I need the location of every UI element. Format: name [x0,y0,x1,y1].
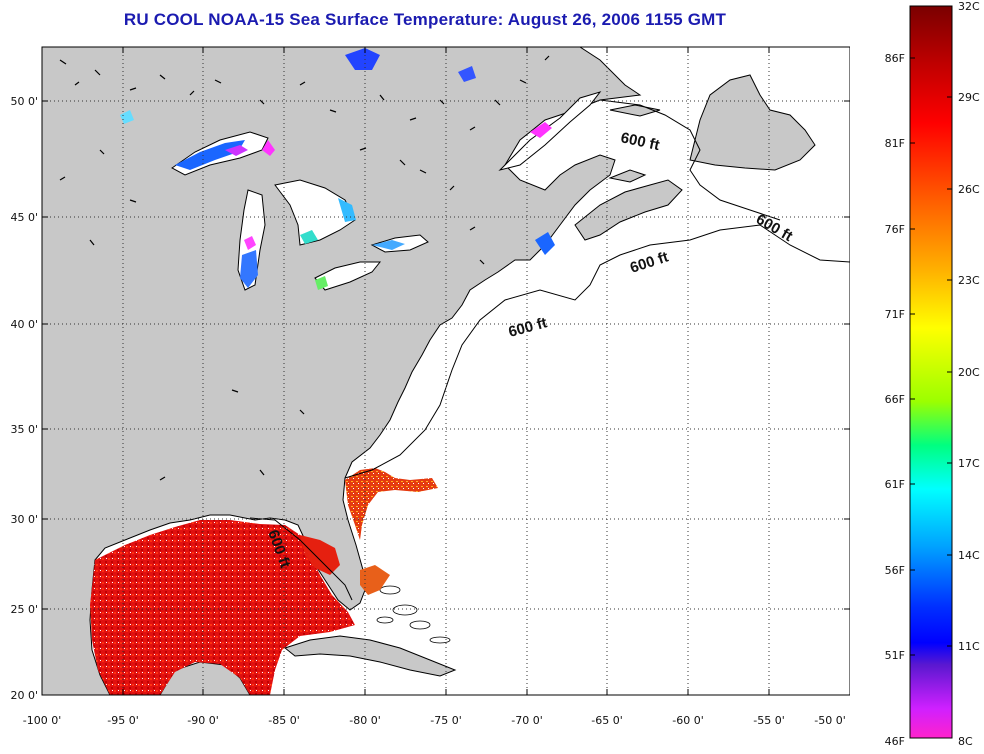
colorbar-celsius-label: 14C [958,549,980,562]
lon-tick-label: -70 0' [511,714,543,727]
colorbar-fahrenheit-label: 81F [885,137,905,150]
colorbar-fahrenheit-label: 66F [885,393,905,406]
colorbar-fahrenheit-label: 86F [885,52,905,65]
colorbar-celsius-label: 29C [958,91,980,104]
colorbar-fahrenheit-label: 56F [885,564,905,577]
grid-lines [42,47,850,695]
sst-gulf-of-mexico [90,520,355,695]
lon-tick-label: -95 0' [107,714,139,727]
lon-tick-label: -55 0' [753,714,785,727]
lake-huron [274,179,356,246]
colorbar-celsius-label: 20C [958,366,980,379]
depth-contour-600ft-north [599,99,781,221]
lat-tick-label: 30 0' [10,513,38,526]
sst-florida-east [360,565,390,595]
lat-tick-label: 50 0' [10,95,38,108]
lon-tick-label: -85 0' [268,714,300,727]
lat-tick-label: 40 0' [10,318,38,331]
lat-tick-label: 25 0' [10,603,38,616]
land-north-america [42,47,642,695]
lon-tick-label: -65 0' [591,714,623,727]
lon-tick-label: -90 0' [187,714,219,727]
land-bahamas [376,585,451,644]
colorbar-fahrenheit-label: 46F [885,735,905,748]
lake-erie [314,261,382,291]
sst-lake-patches [120,48,555,290]
colorbar-fahrenheit-label: 51F [885,649,905,662]
land-nova-scotia [574,179,683,241]
lat-tick-label: 45 0' [10,211,38,224]
land-small-lakes [59,55,550,481]
map-title: RU COOL NOAA-15 Sea Surface Temperature:… [123,10,727,29]
lon-tick-label: -100 0' [23,714,61,727]
lat-tick-label: 20 0' [10,689,38,702]
colorbar-celsius-label: 23C [958,274,980,287]
land-cuba [283,635,457,677]
colorbar-celsius-label: 17C [958,457,980,470]
land-pei [608,169,647,183]
colorbar-celsius-label: 11C [958,640,980,653]
colorbar-celsius-label: 32C [958,0,980,13]
lon-tick-label: -50 0' [814,714,846,727]
lat-tick-labels: 20 0' 25 0' 30 0' 35 0' 40 0' 45 0' 50 0… [10,95,38,702]
sst-gulf-east [300,535,340,575]
land-newfoundland [689,74,816,171]
colorbar-fahrenheit-label: 76F [885,223,905,236]
lat-tick-label: 35 0' [10,423,38,436]
lon-tick-labels: -100 0' -95 0' -90 0' -85 0' -80 0' -75 … [23,714,846,727]
colorbar-celsius-label: 26C [958,183,980,196]
lon-tick-label: -75 0' [430,714,462,727]
depth-contour-600ft [249,224,850,601]
tick-marks [41,47,850,696]
colorbar-fahrenheit-label: 61F [885,478,905,491]
sst-map: 600 ft 600 ft 600 ft 600 ft 600 ft [10,46,850,727]
colorbar-celsius-label: 8C [958,735,973,748]
colorbar-fahrenheit-label: 71F [885,308,905,321]
lon-tick-label: -60 0' [672,714,704,727]
colorbar-gradient [909,5,953,739]
sst-south-atlantic-bight [345,468,438,540]
colorbar-ticks [910,57,952,656]
lon-tick-label: -80 0' [349,714,381,727]
